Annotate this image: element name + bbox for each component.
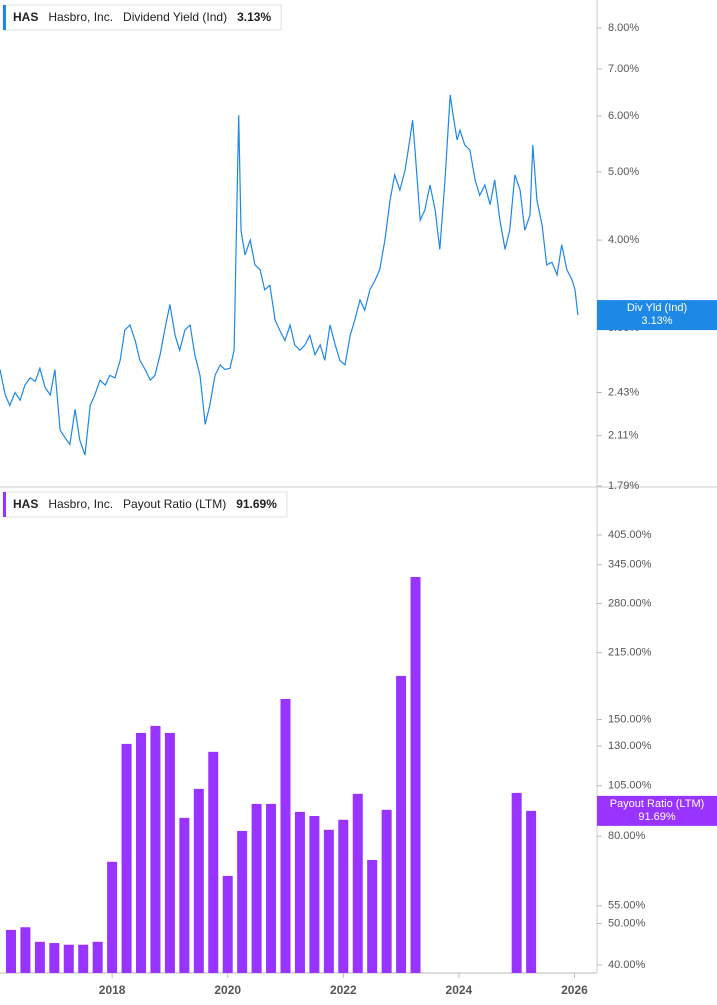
legend-series: Payout Ratio (LTM) xyxy=(123,497,226,511)
y-tick-label: 4.00% xyxy=(608,234,639,246)
bar xyxy=(222,875,233,973)
legend-swatch xyxy=(3,5,6,30)
bar xyxy=(526,810,537,973)
legend-swatch xyxy=(3,492,6,517)
y-tick-label: 150.00% xyxy=(608,713,652,725)
badge-value: 3.13% xyxy=(641,315,672,327)
bar xyxy=(92,941,103,973)
bar xyxy=(63,944,74,973)
bar xyxy=(352,793,363,973)
bar xyxy=(381,809,392,973)
bar xyxy=(309,815,320,973)
bar xyxy=(323,829,334,973)
bar xyxy=(367,859,378,973)
y-tick-label: 5.00% xyxy=(608,166,639,178)
y-tick-label: 130.00% xyxy=(608,740,652,752)
bar xyxy=(34,941,45,973)
y-tick-label: 1.79% xyxy=(608,480,639,492)
last-value-badge xyxy=(597,795,717,826)
badge-name: Payout Ratio (LTM) xyxy=(610,798,705,810)
bar xyxy=(164,732,175,973)
y-tick-label: 80.00% xyxy=(608,830,646,842)
badge-value: 91.69% xyxy=(638,811,676,823)
y-tick-label: 345.00% xyxy=(608,559,652,571)
x-tick-label: 2024 xyxy=(446,983,473,997)
legend-series: Dividend Yield (Ind) xyxy=(123,10,227,24)
bar xyxy=(179,817,190,973)
legend-box xyxy=(2,491,288,518)
yield-line xyxy=(0,94,579,456)
y-tick-label: 55.00% xyxy=(608,900,646,912)
y-tick-label: 105.00% xyxy=(608,780,652,792)
legend-value: 91.69% xyxy=(236,497,277,511)
y-tick-label: 40.00% xyxy=(608,959,646,971)
legend-symbol: HAS xyxy=(13,497,38,511)
bar xyxy=(280,698,291,973)
bar xyxy=(136,732,147,973)
y-tick-label: 405.00% xyxy=(608,529,652,541)
x-tick-label: 2018 xyxy=(99,983,126,997)
bar xyxy=(410,577,421,973)
bar xyxy=(150,725,161,973)
y-tick-label: 6.00% xyxy=(608,110,639,122)
x-tick-label: 2026 xyxy=(561,983,588,997)
legend-company: Hasbro, Inc. xyxy=(48,10,113,24)
y-tick-label: 2.11% xyxy=(608,430,639,442)
bar xyxy=(208,751,219,973)
bar xyxy=(78,944,89,973)
bar xyxy=(266,803,277,973)
y-tick-label: 2.43% xyxy=(608,386,639,398)
x-tick-label: 2022 xyxy=(330,983,357,997)
legend-symbol: HAS xyxy=(13,10,38,24)
legend-company: Hasbro, Inc. xyxy=(48,497,113,511)
badge-name: Div Yld (Ind) xyxy=(627,302,687,314)
y-tick-label: 7.00% xyxy=(608,63,639,75)
y-tick-label: 215.00% xyxy=(608,647,652,659)
bar xyxy=(511,792,522,973)
x-tick-label: 2020 xyxy=(214,983,241,997)
legend-box xyxy=(2,4,282,31)
bar xyxy=(20,927,31,973)
bar xyxy=(193,788,204,973)
y-tick-label: 50.00% xyxy=(608,917,646,929)
bar xyxy=(396,675,407,973)
bar xyxy=(251,803,262,973)
y-tick-label: 280.00% xyxy=(608,597,652,609)
y-tick-label: 8.00% xyxy=(608,22,639,34)
bar xyxy=(49,943,60,973)
bar xyxy=(121,743,132,973)
bar xyxy=(5,929,16,973)
legend-value: 3.13% xyxy=(237,10,271,24)
bar xyxy=(338,819,349,973)
bar xyxy=(294,811,305,973)
last-value-badge xyxy=(597,300,717,331)
bar xyxy=(107,861,118,973)
bar xyxy=(237,830,248,973)
